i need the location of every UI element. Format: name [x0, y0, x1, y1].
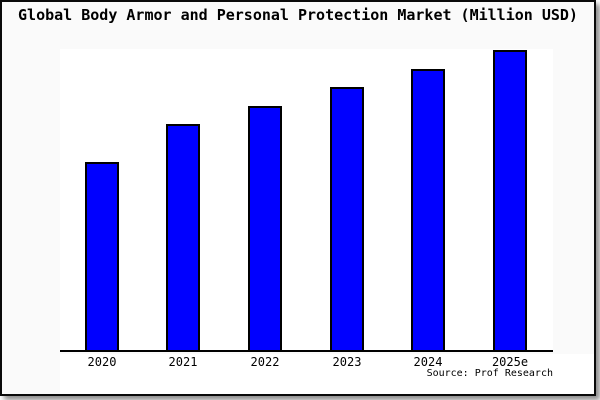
source-note: Source: Prof Research — [426, 368, 553, 379]
bar-2024 — [411, 69, 445, 350]
bar-2025e — [493, 50, 527, 350]
x-tick-label-2025e: 2025e — [491, 355, 529, 369]
plot-area — [60, 49, 553, 352]
chart-title: Global Body Armor and Personal Protectio… — [18, 6, 578, 24]
bar-2023 — [330, 87, 364, 350]
x-axis-labels: 2020 2021 2022 2023 2024 2025e — [60, 355, 553, 371]
bar-2020 — [85, 162, 119, 350]
x-tick-label-2021: 2021 — [168, 355, 198, 369]
bar-2021 — [166, 124, 200, 350]
x-tick-label-2023: 2023 — [332, 355, 362, 369]
x-tick-label-2020: 2020 — [87, 355, 117, 369]
axis-label-band — [60, 354, 594, 394]
x-tick-label-2022: 2022 — [250, 355, 280, 369]
bar-2022 — [248, 106, 282, 350]
x-tick-label-2024: 2024 — [413, 355, 443, 369]
